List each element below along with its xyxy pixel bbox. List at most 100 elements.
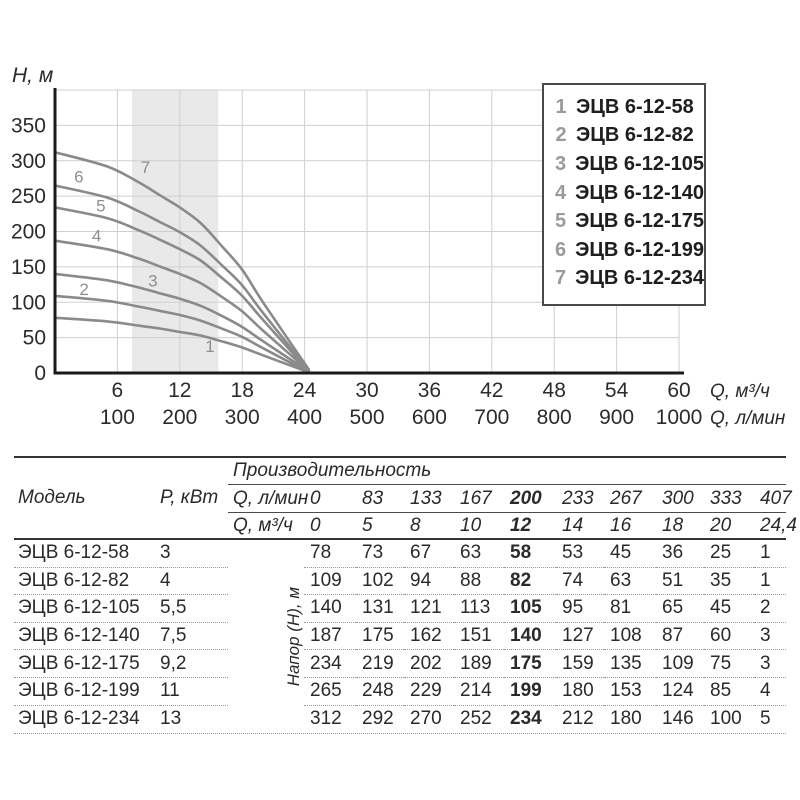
row-head-value: 45 xyxy=(604,540,656,568)
pump-curves-chart: 1 2 3 4 5 6 7 0 50 100 150 200 250 300 350 6 100 12 200 18 3… xyxy=(11,64,786,429)
header-q-lmin-value: 167 xyxy=(454,485,504,513)
row-head-value: 82 xyxy=(504,568,556,596)
row-head-value: 175 xyxy=(356,623,404,651)
y-tick-250: 250 xyxy=(11,185,46,208)
curve-label-7: 7 xyxy=(141,158,150,177)
header-q-lmin-value: 333 xyxy=(704,485,754,513)
row-head-value: 234 xyxy=(304,650,356,678)
curve-label-4: 4 xyxy=(92,226,101,245)
y-tick-100: 100 xyxy=(11,291,46,314)
legend-model-label: ЭЦВ 6-12-82 xyxy=(576,124,694,147)
row-head-value: 105 xyxy=(504,595,556,623)
row-head-value: 85 xyxy=(704,678,754,706)
row-head-value: 65 xyxy=(656,595,704,623)
curve-3 xyxy=(53,272,311,373)
x-tick-lmin-500: 500 xyxy=(349,406,384,429)
chart-legend: 1 ЭЦВ 6-12-58 2 ЭЦВ 6-12-82 3 ЭЦВ 6-12-105 4 ЭЦ… xyxy=(542,83,706,306)
row-head-value: 121 xyxy=(404,595,454,623)
row-head-value: 140 xyxy=(504,623,556,651)
y-axis-unit-label: H, м xyxy=(12,64,53,87)
row-model: ЭЦВ 6-12-82 xyxy=(14,568,160,596)
row-power: 11 xyxy=(160,678,228,706)
row-head-value: 162 xyxy=(404,623,454,651)
row-head-value: 1 xyxy=(754,540,786,568)
header-q-lmin-value: 0 xyxy=(304,485,356,513)
row-power: 4 xyxy=(160,568,228,596)
row-head-value: 212 xyxy=(562,708,594,730)
x-tick-m3h-60: 60 xyxy=(667,379,690,402)
legend-item-2: 2 ЭЦВ 6-12-82 xyxy=(554,122,704,151)
header-q-m3h-value: 16 xyxy=(610,514,632,536)
y-tick-200: 200 xyxy=(11,221,46,244)
legend-index: 6 xyxy=(554,238,567,261)
legend-item-5: 5 ЭЦВ 6-12-175 xyxy=(554,207,704,236)
header-q-lmin-value: 233 xyxy=(556,485,604,513)
header-q-m3h-value: 14 xyxy=(562,514,584,536)
header-q-lmin-value: 407 xyxy=(754,485,792,513)
legend-item-7: 7 ЭЦВ 6-12-234 xyxy=(554,265,704,294)
row-head-value: 135 xyxy=(604,650,656,678)
legend-model-label: ЭЦВ 6-12-58 xyxy=(576,95,694,118)
row-head-value: 202 xyxy=(404,650,454,678)
header-q-m3h-value: 12 xyxy=(510,514,532,536)
row-head-value: 180 xyxy=(556,678,604,706)
row-model: ЭЦВ 6-12-175 xyxy=(14,650,160,678)
row-head-value: 87 xyxy=(656,623,704,651)
y-tick-350: 350 xyxy=(11,114,46,137)
curve-2 xyxy=(53,294,311,374)
legend-item-4: 4 ЭЦВ 6-12-140 xyxy=(554,179,704,208)
row-power: 9,2 xyxy=(160,650,228,678)
row-head-value: 63 xyxy=(604,568,656,596)
y-tick-labels: 0 50 100 150 200 250 300 350 xyxy=(11,114,46,385)
row-head-value: 109 xyxy=(656,650,704,678)
header-power: P, кВт xyxy=(160,487,219,508)
row-head-value: 58 xyxy=(504,540,556,568)
row-head-value: 229 xyxy=(404,678,454,706)
row-head-value: 35 xyxy=(704,568,754,596)
row-head-value: 100 xyxy=(710,708,742,730)
header-q-m3h-value: 5 xyxy=(362,514,373,536)
row-head-value: 127 xyxy=(556,623,604,651)
curve-label-6: 6 xyxy=(74,168,83,187)
row-head-value: 67 xyxy=(404,540,454,568)
x-axis-unit-m3h: Q, м³/ч xyxy=(710,381,770,402)
row-head-value: 265 xyxy=(304,678,356,706)
curves-layer xyxy=(53,151,311,374)
curve-1 xyxy=(53,316,311,374)
x-tick-lmin-600: 600 xyxy=(412,406,447,429)
legend-model-label: ЭЦВ 6-12-105 xyxy=(575,152,704,175)
row-head-value: 109 xyxy=(304,568,356,596)
curve-label-2: 2 xyxy=(79,280,88,299)
row-head-value: 124 xyxy=(656,678,704,706)
row-head-value: 88 xyxy=(454,568,504,596)
curve-label-3: 3 xyxy=(148,272,157,291)
y-tick-300: 300 xyxy=(11,150,46,173)
row-head-value: 3 xyxy=(754,623,786,651)
x-tick-m3h-48: 48 xyxy=(543,379,566,402)
row-model: ЭЦВ 6-12-58 xyxy=(14,540,160,568)
row-head-value: 214 xyxy=(454,678,504,706)
x-tick-lmin-300: 300 xyxy=(225,406,260,429)
y-tick-0: 0 xyxy=(34,362,46,385)
axes xyxy=(53,88,684,375)
table-header: Модель P, кВт Производительность Q, л/мин 0 8… xyxy=(14,458,797,540)
curve-labels: 1 2 3 4 56 7 xyxy=(74,158,215,356)
row-head-value: 153 xyxy=(604,678,656,706)
row-head-value: 1 xyxy=(754,568,786,596)
napor-column-label-cell: Напор (Н), м xyxy=(228,540,304,733)
header-q-m3h-value: 8 xyxy=(410,514,421,536)
row-head-value: 113 xyxy=(454,595,504,623)
row-head-value: 219 xyxy=(356,650,404,678)
curve-6 xyxy=(53,184,311,372)
row-head-value: 252 xyxy=(460,708,492,730)
curve-5 xyxy=(53,206,311,373)
curve-7 xyxy=(53,151,311,371)
legend-index: 2 xyxy=(555,124,567,147)
x-tick-lmin-900: 900 xyxy=(599,406,634,429)
row-head-value: 74 xyxy=(556,568,604,596)
row-head-value: 2 xyxy=(754,595,786,623)
header-q-m3h-value: 0 xyxy=(310,514,321,536)
legend-item-3: 3 ЭЦВ 6-12-105 xyxy=(554,150,704,179)
header-performance: Производительность xyxy=(228,458,786,485)
